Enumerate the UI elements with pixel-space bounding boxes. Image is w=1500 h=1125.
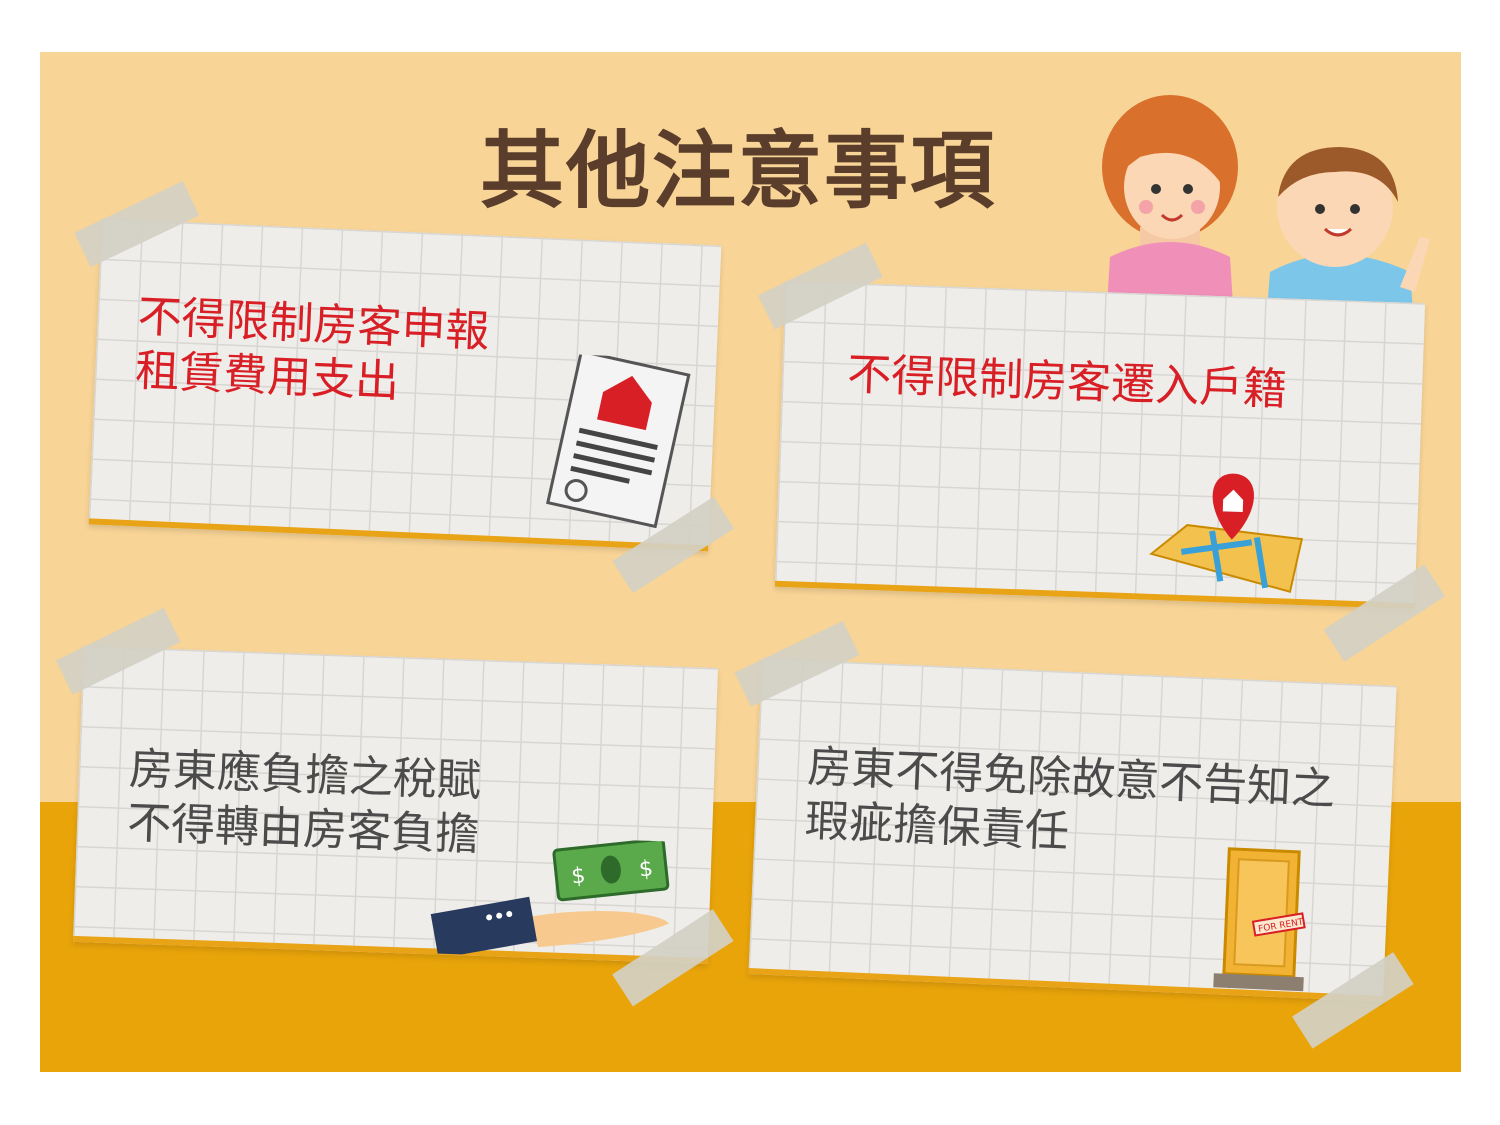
map-pin-house-icon: [1149, 473, 1304, 593]
tape-strip: [734, 620, 860, 707]
note-card-1: 不得限制房客申報 租賃費用支出: [74, 181, 735, 594]
note-3-text: 房東應負擔之稅賦 不得轉由房客負擔: [126, 743, 482, 863]
note-2-line-1: 不得限制房客遷入戶籍: [846, 349, 1288, 416]
money-hand-icon: $ $: [430, 837, 670, 959]
svg-text:$: $: [570, 863, 587, 889]
note-2-text: 不得限制房客遷入戶籍: [846, 348, 1288, 417]
couple-illustration: [1102, 95, 1430, 337]
tape-strip: [1323, 564, 1445, 662]
poster-background: 其他注意事項 不得限制房客申報 租賃費用支出: [40, 52, 1461, 1072]
note-3-line-2: 不得轉由房客負擔: [126, 797, 480, 861]
svg-text:$: $: [638, 856, 655, 882]
tape-strip: [55, 607, 181, 695]
note-1-text: 不得限制房客申報 租賃費用支出: [134, 290, 490, 413]
document-house-icon: [546, 353, 691, 529]
note-card-3: 房東應負擔之稅賦 不得轉由房客負擔 $ $: [55, 607, 734, 1007]
tape-strip: [758, 242, 883, 330]
door-for-rent-icon: FOR RENT: [1213, 847, 1306, 992]
note-card-4: 房東不得免除故意不告知之 瑕疵擔保責任 FOR RENT: [734, 620, 1414, 1049]
page-title: 其他注意事項: [480, 122, 997, 220]
note-card-2: 不得限制房客遷入戶籍: [758, 242, 1445, 662]
tape-strip: [74, 181, 200, 268]
